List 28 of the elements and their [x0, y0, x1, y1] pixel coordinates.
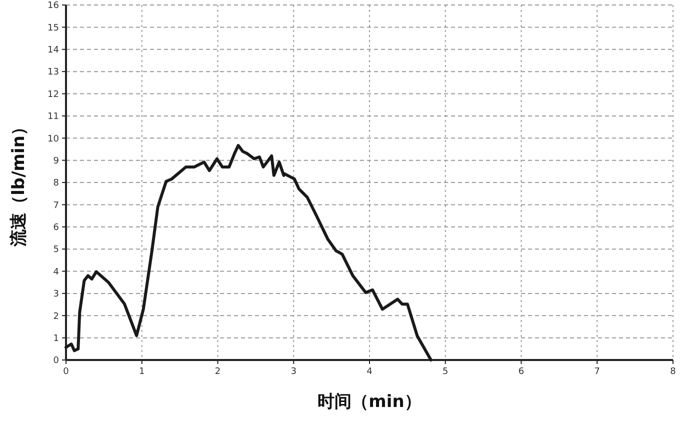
- x-tick-label: 2: [214, 367, 221, 377]
- y-tick-label: 14: [48, 46, 60, 56]
- x-tick-label: 6: [518, 367, 524, 377]
- y-tick-label: 1: [53, 334, 59, 344]
- y-tick-label: 6: [53, 223, 60, 234]
- x-tick-label: 0: [63, 367, 70, 377]
- y-tick-label: 9: [53, 156, 60, 166]
- y-tick-label: 13: [48, 68, 59, 78]
- y-tick-label: 8: [53, 178, 60, 189]
- y-tick-label: 4: [53, 267, 60, 278]
- y-tick-label: 5: [53, 245, 59, 256]
- x-tick-label: 3: [290, 367, 296, 377]
- x-axis-title: 时间（min）: [318, 392, 422, 412]
- y-tick-label: 11: [48, 112, 59, 122]
- y-axis-title: 流速（lb/min）: [9, 118, 29, 248]
- y-tick-label: 12: [48, 90, 59, 100]
- y-tick-label: 2: [53, 312, 59, 322]
- y-tick-label: 10: [48, 134, 60, 144]
- x-tick-label: 8: [670, 367, 676, 377]
- y-tick-label: 16: [48, 1, 60, 12]
- x-tick-label: 4: [366, 367, 373, 377]
- y-tick-label: 7: [53, 200, 59, 211]
- y-tick-label: 0: [53, 356, 60, 366]
- y-tick-label: 3: [53, 290, 59, 300]
- x-tick-label: 7: [594, 367, 600, 377]
- x-tick-label: 1: [139, 367, 145, 377]
- y-tick-label: 15: [48, 23, 59, 34]
- x-tick-label: 5: [442, 367, 448, 377]
